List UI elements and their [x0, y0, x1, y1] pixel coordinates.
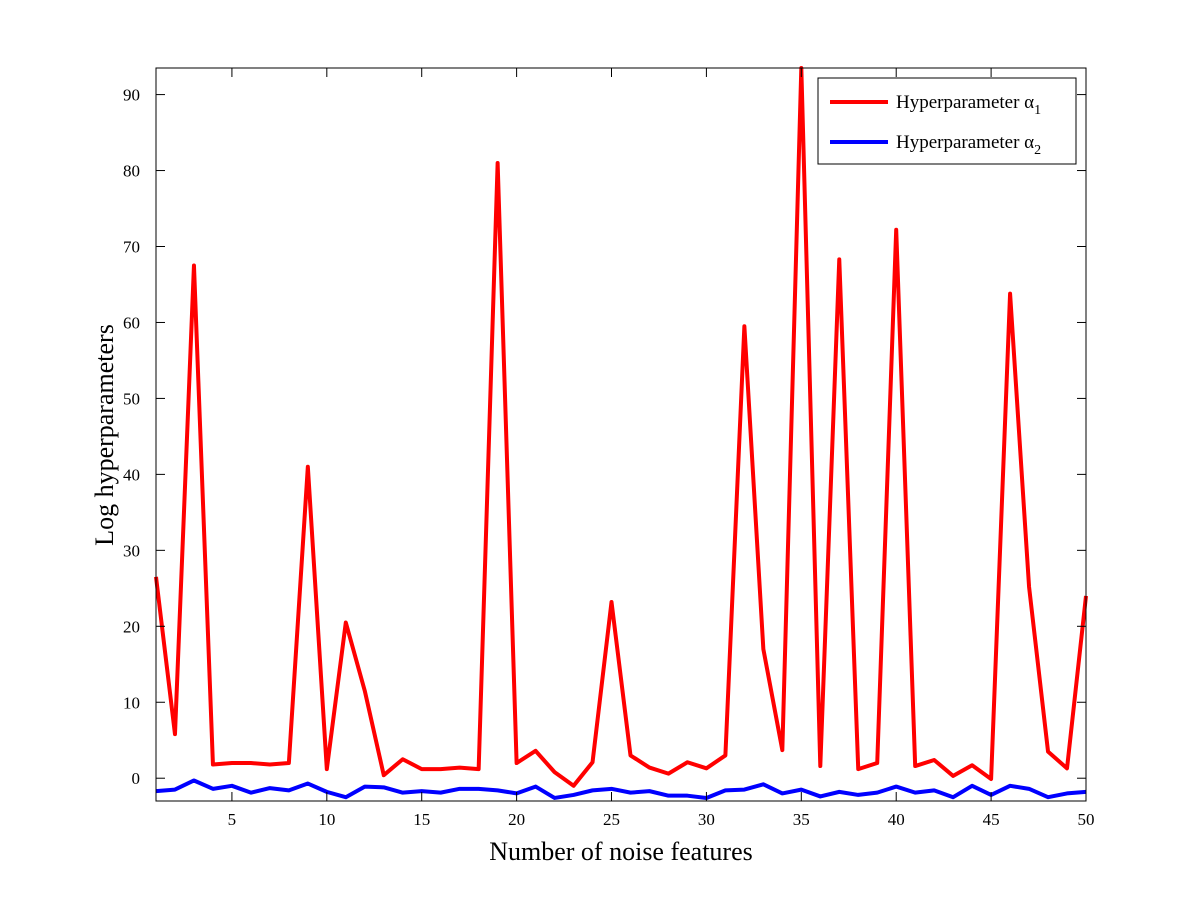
- y-tick-label: 50: [123, 389, 140, 408]
- x-tick-label: 30: [698, 810, 715, 829]
- y-tick-label: 20: [123, 617, 140, 636]
- x-tick-label: 50: [1078, 810, 1095, 829]
- legend: Hyperparameter α1 Hyperparameter α2: [817, 77, 1077, 165]
- y-axis-label: Log hyperparameters: [90, 324, 119, 546]
- legend-label-series-2: Hyperparameter α: [896, 132, 1034, 153]
- legend-label-series-1: Hyperparameter α: [896, 92, 1034, 113]
- legend-box: [817, 77, 1077, 165]
- ticks-layer: 5 10 15 20 25 30 35 40 45 50 0 10 20 30 40 50 60 70 80 90: [123, 68, 1095, 829]
- x-tick-label: 5: [228, 810, 237, 829]
- plot-area-frame: [155, 67, 1087, 802]
- y-tick-label: 60: [123, 313, 140, 332]
- y-tick-label: 40: [123, 465, 140, 484]
- x-tick-label: 45: [983, 810, 1000, 829]
- x-tick-label: 20: [508, 810, 525, 829]
- legend-entry-series-1: Hyperparameter α1: [896, 92, 1041, 118]
- x-tick-label: 25: [603, 810, 620, 829]
- y-tick-label: 70: [123, 238, 140, 257]
- x-tick-label: 15: [413, 810, 430, 829]
- legend-entry-series-2: Hyperparameter α2: [896, 132, 1041, 158]
- y-tick-label: 80: [123, 162, 140, 181]
- x-tick-label: 40: [888, 810, 905, 829]
- series-line-2: [155, 778, 1087, 800]
- legend-subscript-series-2: 2: [1034, 143, 1041, 158]
- x-tick-label: 10: [318, 810, 335, 829]
- x-tick-label: 35: [793, 810, 810, 829]
- y-tick-label: 30: [123, 541, 140, 560]
- legend-subscript-series-1: 1: [1034, 103, 1041, 118]
- y-tick-label: 10: [123, 693, 140, 712]
- y-tick-label: 90: [123, 86, 140, 105]
- series-layer: [154, 66, 1088, 800]
- series-line-1: [154, 66, 1088, 788]
- y-tick-label: 0: [132, 769, 141, 788]
- x-axis-label: Number of noise features: [489, 837, 753, 866]
